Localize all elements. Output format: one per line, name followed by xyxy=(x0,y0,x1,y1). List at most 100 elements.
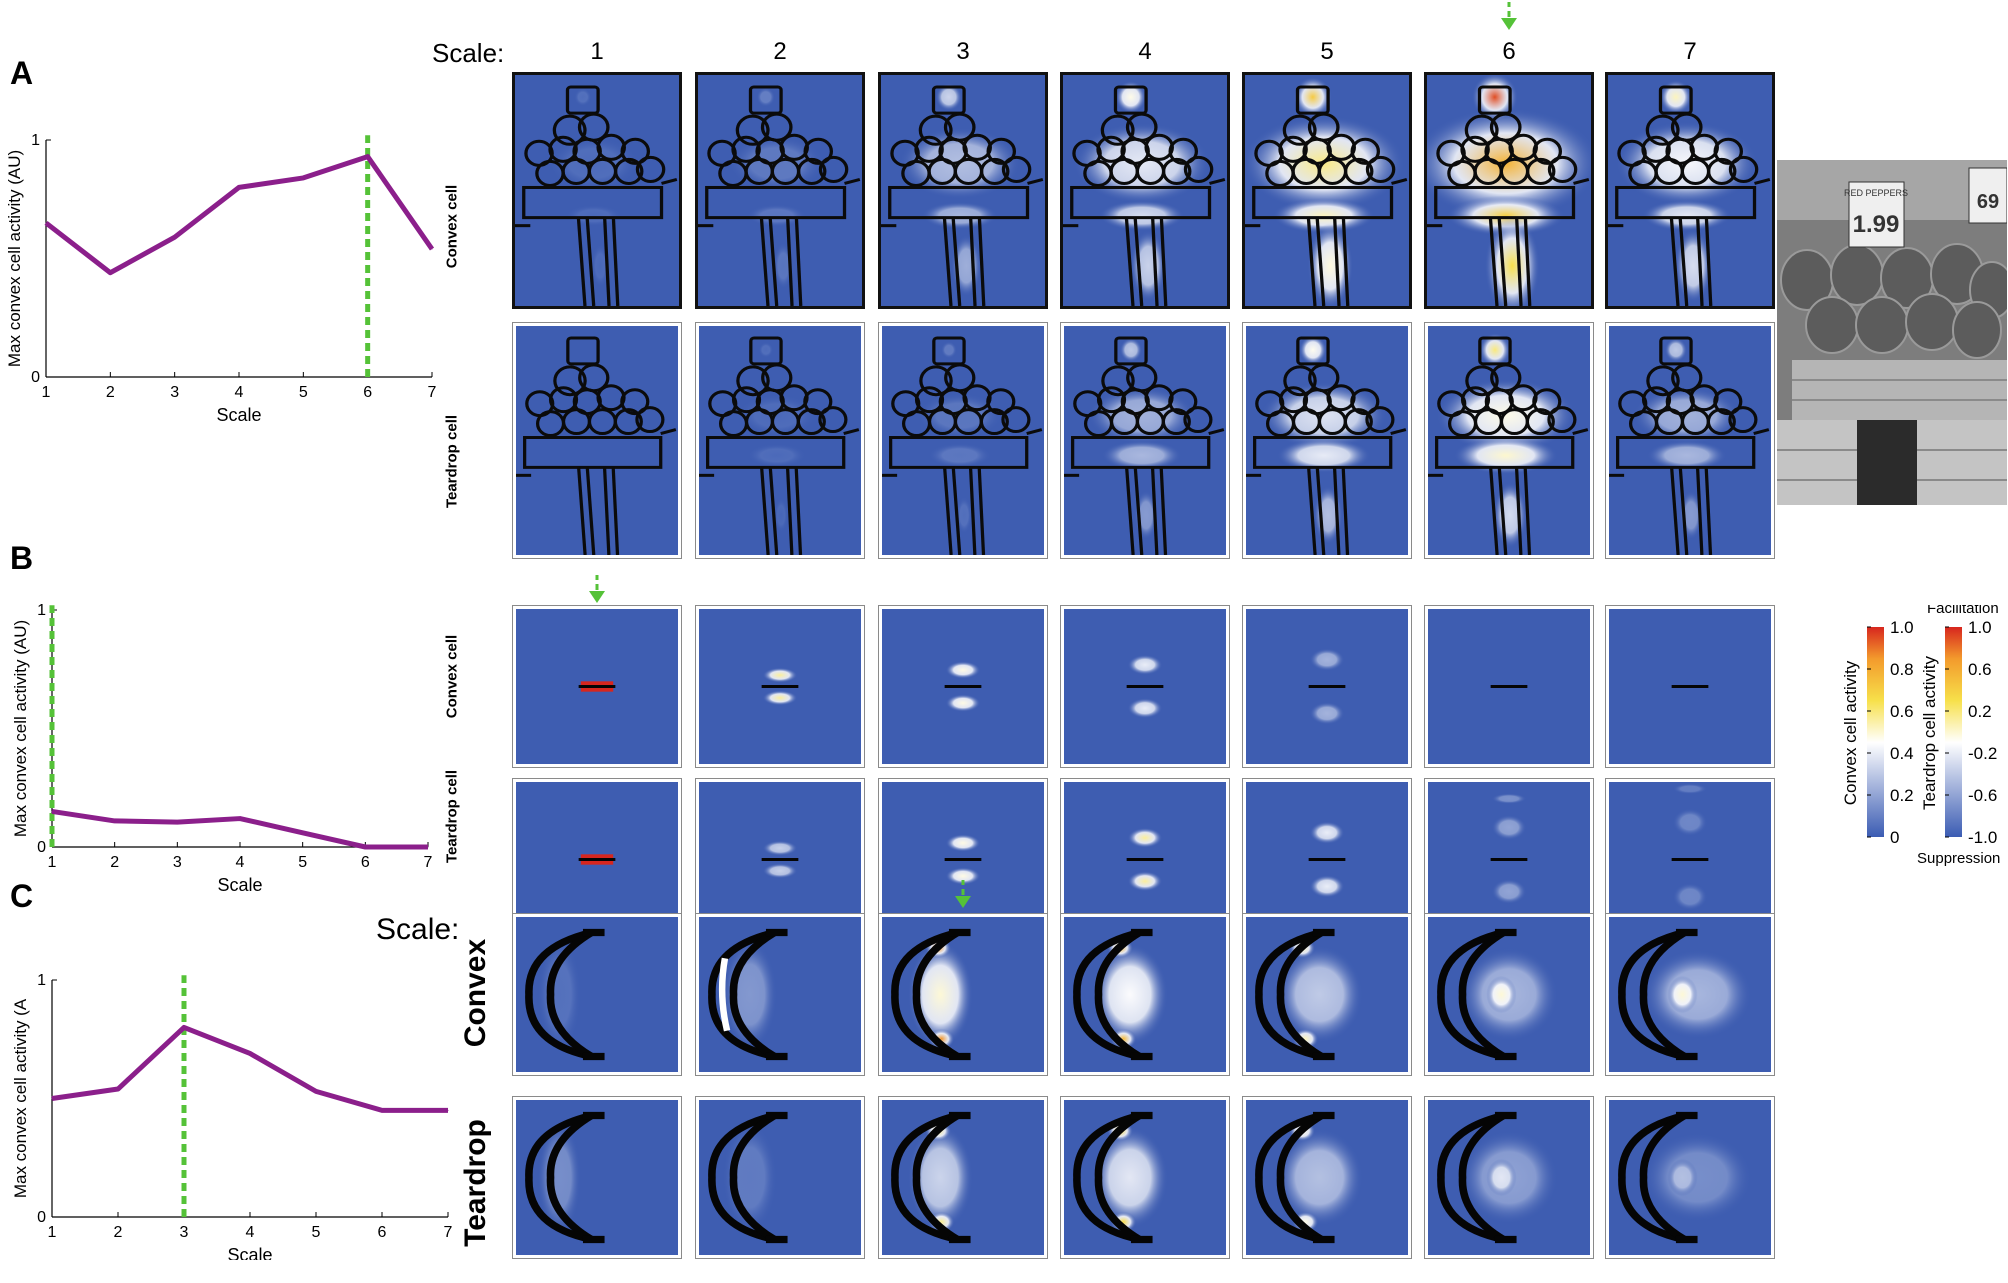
y-tick-label: 0 xyxy=(37,839,46,856)
heatmap-tile-a-teardrop-scale-2 xyxy=(695,322,865,559)
y-tick-label: 1 xyxy=(31,132,40,149)
heatmap-image xyxy=(1609,326,1771,555)
data-point xyxy=(45,222,47,224)
activity-blob xyxy=(1643,950,1752,1039)
heatmap-tile-a-convex-scale-4 xyxy=(1060,72,1230,309)
colorbar-tick-label: 1.0 xyxy=(1890,618,1914,637)
activity-blob xyxy=(1491,815,1527,840)
activity-blob xyxy=(956,496,972,534)
activity-line xyxy=(51,1024,448,1113)
activity-blob xyxy=(1667,1158,1698,1197)
crescent-stimulus xyxy=(1255,928,1335,1061)
activity-blob xyxy=(718,957,731,1032)
contour-outline xyxy=(698,85,861,306)
colorbar-tick-label: 0.8 xyxy=(1890,660,1914,679)
activity-blob xyxy=(747,443,807,467)
crescent-stimulus xyxy=(708,928,788,1061)
activity-blob xyxy=(1453,436,1558,475)
crescent-stimulus xyxy=(1073,928,1153,1061)
activity-blob xyxy=(1493,482,1527,548)
pepper-photo: RED PEPPERS 1.99 69 xyxy=(1777,160,2007,505)
heatmap-image xyxy=(1064,782,1226,937)
data-point xyxy=(364,846,366,848)
colorbar-tick-label: 0 xyxy=(1890,828,1899,847)
heatmap-image xyxy=(1609,609,1771,764)
activity-blob xyxy=(1659,80,1692,114)
heatmap-image xyxy=(1609,1100,1771,1255)
activity-blob xyxy=(1642,200,1731,232)
contour-outline xyxy=(881,85,1044,306)
x-tick-label: 1 xyxy=(42,384,51,401)
heatmap-tile-c-convex-scale-1 xyxy=(512,913,682,1076)
row-label-a-convex: Convex cell xyxy=(443,184,461,269)
activity-blob xyxy=(1099,200,1185,231)
heatmap-tile-a-convex-scale-7 xyxy=(1605,72,1775,309)
suppression-label: Suppression xyxy=(1917,850,2000,867)
contour-outline xyxy=(1063,85,1226,306)
contour-outline xyxy=(1245,85,1408,306)
teardrop-colorbar-label: Teardrop cell activity xyxy=(1920,656,1939,811)
svg-text:RED PEPPERS: RED PEPPERS xyxy=(1844,188,1908,198)
y-tick-label: 1 xyxy=(37,972,46,989)
heatmap-tile-b-convex-scale-1 xyxy=(512,605,682,768)
heatmap-image xyxy=(882,1100,1044,1255)
activity-blob xyxy=(537,937,581,1052)
heatmap-tile-a-teardrop-scale-7 xyxy=(1605,322,1775,559)
activity-blob xyxy=(1667,975,1698,1014)
data-point xyxy=(174,236,176,238)
activity-blob xyxy=(1127,871,1163,892)
scale-header-c: Scale: xyxy=(376,913,460,946)
row-label-b-convex: Convex cell xyxy=(443,634,461,719)
heatmap-tile-a-teardrop-scale-4 xyxy=(1060,322,1230,559)
activity-blob xyxy=(1119,338,1142,362)
activity-blob xyxy=(1643,1133,1752,1222)
scale-number-5: 5 xyxy=(1320,38,1334,65)
y-axis-label: Max convex cell activity (AU) xyxy=(5,150,24,367)
activity-blob xyxy=(945,661,981,679)
colorbar-tick-label: 0.6 xyxy=(1890,702,1914,721)
activity-blob xyxy=(1664,338,1687,362)
heatmap-tile-c-convex-scale-4 xyxy=(1060,913,1230,1076)
heatmap-tile-a-convex-scale-6 xyxy=(1424,72,1594,309)
contour-outline xyxy=(516,336,677,555)
heatmap-tile-c-convex-scale-3 xyxy=(878,913,1048,1076)
activity-blob xyxy=(1102,440,1182,471)
x-tick-label: 2 xyxy=(106,384,115,401)
heatmap-tile-b-convex-scale-7 xyxy=(1605,605,1775,768)
activity-blob xyxy=(762,667,798,683)
activity-blob xyxy=(928,443,991,468)
data-point xyxy=(183,1026,185,1028)
contour-outline xyxy=(1608,85,1771,306)
heatmap-tile-c-convex-scale-6 xyxy=(1424,913,1594,1076)
activity-blob xyxy=(1672,883,1708,911)
x-tick-label: 6 xyxy=(363,384,372,401)
heatmap-tile-c-convex-scale-7 xyxy=(1605,913,1775,1076)
colorbar-tick-label: 0.2 xyxy=(1968,702,1992,721)
heatmap-image xyxy=(699,782,861,937)
x-axis-label: Scale xyxy=(216,405,261,425)
heatmap-image xyxy=(1063,75,1227,306)
activity-blob xyxy=(1479,333,1511,367)
data-point xyxy=(51,810,53,812)
activity-blob xyxy=(1276,1128,1363,1227)
svg-text:1.99: 1.99 xyxy=(1853,211,1900,238)
heatmap-tile-a-convex-scale-2 xyxy=(695,72,865,309)
contour-outline xyxy=(699,336,860,555)
colorbar-tick-label: 1.0 xyxy=(1968,618,1992,637)
convex-colorbar xyxy=(1867,627,1884,837)
heatmap-tile-a-teardrop-scale-6 xyxy=(1424,322,1594,559)
heatmap-image xyxy=(516,326,678,555)
activity-blob xyxy=(762,690,798,706)
activity-blob xyxy=(1309,875,1345,898)
activity-blob xyxy=(1491,879,1527,904)
y-tick-label: 1 xyxy=(37,602,46,619)
contour-outline xyxy=(1246,336,1407,555)
activity-blob xyxy=(1127,654,1163,675)
heatmap-tile-c-convex-scale-5 xyxy=(1242,913,1412,1076)
y-tick-label: 0 xyxy=(37,1209,46,1226)
heatmap-image xyxy=(516,609,678,764)
contour-outline xyxy=(1609,336,1770,555)
heatmap-image xyxy=(699,326,861,555)
data-point xyxy=(109,272,111,274)
x-tick-label: 7 xyxy=(428,384,437,401)
